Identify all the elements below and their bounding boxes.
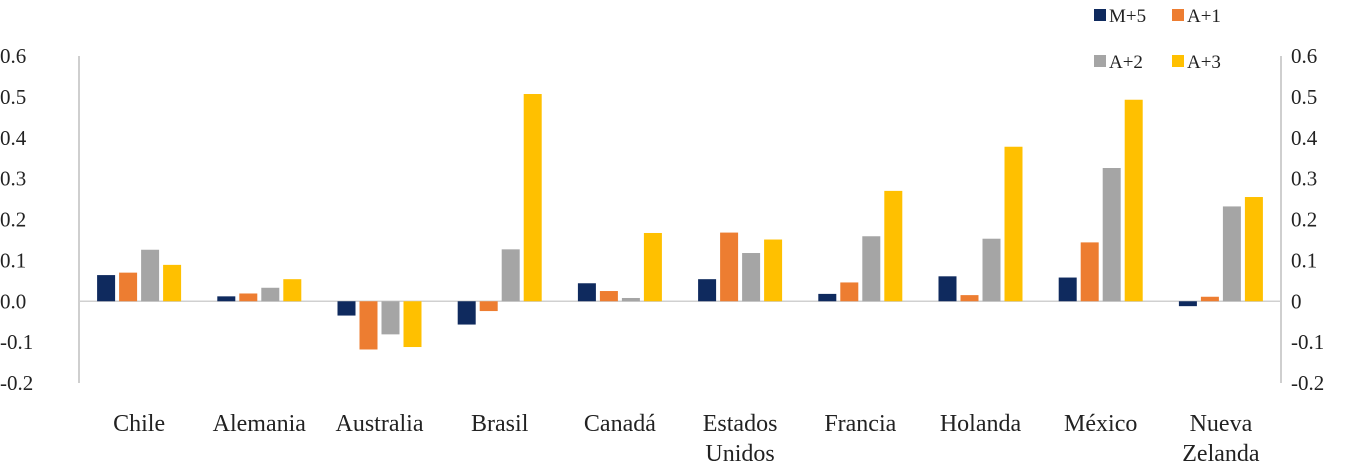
category-label: Australia	[336, 411, 424, 437]
category-label-line: Nueva	[1190, 411, 1253, 437]
bar	[599, 291, 618, 302]
y-tick-label-left: -0.2	[0, 371, 33, 395]
bar	[577, 283, 596, 302]
category-label: Chile	[113, 411, 165, 437]
y-tick-label-right: 0.6	[1291, 44, 1317, 68]
bar	[523, 94, 542, 302]
category-label-line: Unidos	[705, 441, 774, 467]
category-label-line: Canadá	[584, 411, 656, 437]
chart-category-labels: Chile Alemania Australia Brasil Canadá Estado…	[113, 411, 1260, 467]
legend-swatch	[1094, 9, 1106, 21]
chart-axes	[78, 56, 1282, 383]
category-label: Estados Unidos	[703, 411, 778, 467]
bar	[337, 301, 356, 316]
y-tick-label-left: 0.0	[0, 289, 26, 313]
category-label-line: Brasil	[471, 411, 529, 437]
bar	[840, 282, 859, 302]
chart-legend: M+5 A+1 A+2 A+3	[1094, 6, 1221, 73]
y-tick-label-right: 0	[1291, 289, 1302, 313]
y-tick-label-right: -0.1	[1291, 330, 1324, 354]
category-label: Holanda	[940, 411, 1022, 437]
category-label-line: Holanda	[940, 411, 1022, 437]
category-label: Brasil	[471, 411, 529, 437]
bar	[1178, 301, 1197, 307]
bar	[1102, 167, 1121, 302]
y-tick-label-right: 0.3	[1291, 167, 1317, 191]
category-label-line: Chile	[113, 411, 165, 437]
bar	[403, 301, 422, 348]
bar	[239, 293, 258, 302]
bar	[862, 236, 881, 302]
bar	[479, 301, 498, 312]
y-tick-label-left: 0.5	[0, 85, 26, 109]
bar	[283, 279, 302, 302]
y-tick-label-left: -0.1	[0, 330, 33, 354]
bar	[742, 253, 761, 302]
legend-swatch	[1172, 9, 1184, 21]
category-label-line: Estados	[703, 411, 778, 437]
category-label-line: Zelanda	[1182, 441, 1260, 467]
bar	[720, 232, 739, 302]
category-label: México	[1064, 411, 1137, 437]
y-tick-label-left: 0.2	[0, 208, 26, 232]
category-label: Nueva Zelanda	[1182, 411, 1260, 467]
bar	[381, 301, 400, 335]
category-label: Canadá	[584, 411, 656, 437]
category-label-line: Australia	[336, 411, 424, 437]
y-tick-label-left: 0.4	[0, 126, 27, 150]
bar	[1124, 99, 1143, 302]
bar	[501, 249, 520, 302]
bar	[818, 293, 837, 302]
category-label-line: Francia	[824, 411, 896, 437]
chart-bars	[97, 94, 1263, 350]
bar	[938, 276, 957, 302]
bar	[119, 272, 138, 302]
bar	[97, 275, 116, 302]
y-tick-label-right: 0.5	[1291, 85, 1317, 109]
category-label-line: Alemania	[213, 411, 307, 437]
bar	[1080, 242, 1099, 302]
legend-swatch	[1172, 55, 1184, 67]
bar	[982, 238, 1001, 302]
y-tick-label-left: 0.3	[0, 167, 26, 191]
y-tick-label-left: 0.6	[0, 44, 26, 68]
bar	[217, 296, 236, 302]
bar	[698, 279, 717, 302]
bar	[1058, 277, 1077, 302]
bar	[457, 301, 476, 325]
y-tick-label-right: 0.4	[1291, 126, 1318, 150]
chart-tick-labels: -0.2 -0.2 -0.1 -0.1 0.0 0 0.1 0.1 0.2 0.2 0.3 0.3 0.…	[0, 44, 1324, 395]
category-label: Alemania	[213, 411, 307, 437]
category-label: Francia	[824, 411, 896, 437]
bar	[163, 264, 182, 302]
bar	[960, 295, 979, 302]
bar	[141, 249, 160, 302]
legend-label: M+5	[1109, 6, 1146, 27]
bar	[261, 287, 280, 302]
legend-swatch	[1094, 55, 1106, 67]
y-tick-label-left: 0.1	[0, 248, 26, 272]
bar	[1244, 197, 1263, 302]
y-tick-label-right: 0.1	[1291, 248, 1317, 272]
bar	[1200, 296, 1219, 302]
bar	[764, 239, 783, 302]
bar	[621, 297, 640, 302]
legend-label: A+3	[1187, 52, 1221, 73]
legend-label: A+2	[1109, 52, 1143, 73]
bar	[359, 301, 378, 350]
bar	[643, 232, 662, 302]
bar	[884, 190, 903, 302]
y-tick-label-right: -0.2	[1291, 371, 1324, 395]
y-tick-label-right: 0.2	[1291, 208, 1317, 232]
bar	[1222, 206, 1241, 302]
legend-label: A+1	[1187, 6, 1221, 27]
bar	[1004, 146, 1023, 302]
category-label-line: México	[1064, 411, 1137, 437]
